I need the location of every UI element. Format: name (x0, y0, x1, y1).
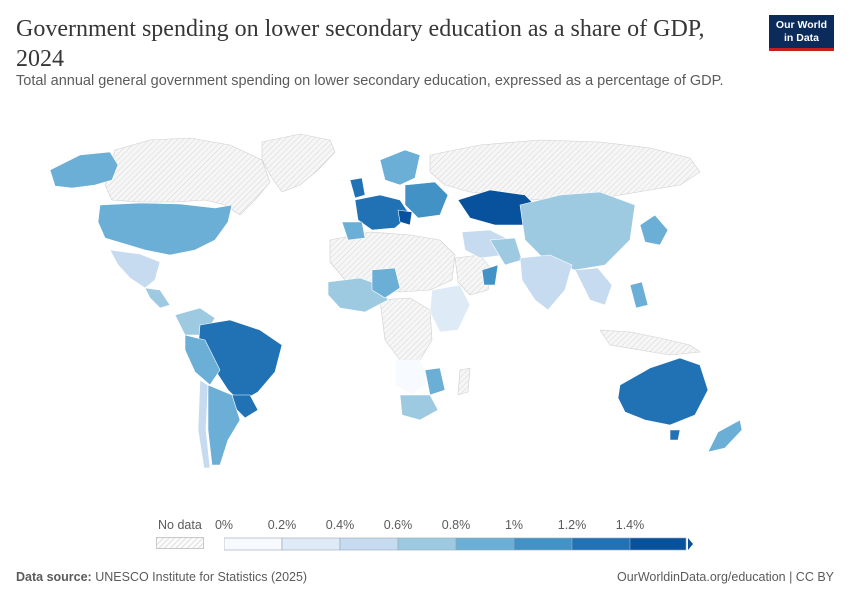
legend-color-bar[interactable] (224, 537, 694, 551)
region-canada[interactable] (104, 137, 271, 216)
region-china[interactable] (519, 191, 636, 271)
region-united-states[interactable] (97, 202, 233, 256)
legend-tick-label: 0% (214, 518, 234, 532)
region-iberia[interactable] (341, 221, 366, 241)
legend-bin[interactable] (281, 537, 341, 551)
footer-source-label: Data source: (16, 570, 92, 584)
region-argentina[interactable] (207, 384, 241, 466)
legend-bin[interactable] (455, 537, 515, 551)
region-mali-chad[interactable] (371, 267, 401, 299)
legend-tick-label: 1.4% (615, 518, 645, 532)
legend-no-data-swatch[interactable] (156, 537, 204, 549)
legend-tick-label: 0.6% (383, 518, 413, 532)
legend-bin[interactable] (397, 537, 457, 551)
chart-subtitle: Total annual general government spending… (16, 73, 724, 89)
legend-bin[interactable] (571, 537, 631, 551)
legend-arrow (688, 538, 693, 550)
legend-tick-label: 0.8% (441, 518, 471, 532)
region-north-africa[interactable] (329, 231, 456, 293)
region-greenland[interactable] (261, 133, 336, 193)
region-southeast-asia[interactable] (574, 267, 613, 306)
logo-line-2: in Data (783, 32, 819, 44)
legend-bin[interactable] (224, 537, 283, 551)
region-southern-central-africa[interactable] (394, 359, 431, 396)
region-tasmania[interactable] (669, 429, 681, 441)
region-mexico[interactable] (109, 249, 161, 289)
region-east-africa[interactable] (429, 284, 471, 333)
region-new-zealand[interactable] (707, 419, 743, 453)
footer-source: Data source: UNESCO Institute for Statis… (16, 570, 307, 584)
region-mozambique[interactable] (424, 367, 446, 396)
region-madagascar[interactable] (457, 367, 471, 396)
region-indonesia[interactable] (599, 329, 701, 356)
legend-tick-label: 1% (504, 518, 524, 532)
legend-no-data-label: No data (158, 518, 202, 532)
region-philippines[interactable] (629, 281, 649, 309)
region-scandinavia[interactable] (379, 149, 421, 186)
region-japan-korea[interactable] (639, 214, 669, 246)
region-india[interactable] (519, 254, 573, 311)
world-map[interactable] (0, 105, 850, 505)
region-central-america[interactable] (144, 287, 171, 309)
region-peru-bolivia[interactable] (184, 334, 221, 386)
region-central-africa[interactable] (379, 297, 433, 361)
region-russia[interactable] (429, 139, 701, 201)
region-balkans[interactable] (397, 209, 413, 226)
legend-bin[interactable] (339, 537, 399, 551)
legend-tick-label: 1.2% (557, 518, 587, 532)
legend-bin[interactable] (629, 537, 687, 551)
legend-tick-label: 0.2% (267, 518, 297, 532)
region-uk[interactable] (349, 177, 366, 199)
region-chile[interactable] (197, 379, 211, 469)
logo-line-1: Our World (775, 19, 828, 31)
owid-logo[interactable]: Our World in Data (769, 15, 834, 51)
region-oman[interactable] (481, 264, 499, 286)
legend-tick-label: 0.4% (325, 518, 355, 532)
footer-attribution[interactable]: OurWorldinData.org/education | CC BY (616, 570, 834, 584)
legend-bin[interactable] (513, 537, 573, 551)
chart-title: Government spending on lower secondary e… (16, 16, 705, 72)
region-alaska[interactable] (49, 151, 119, 189)
region-eastern-europe[interactable] (404, 181, 449, 219)
region-australia[interactable] (617, 357, 709, 426)
footer-source-text[interactable]: UNESCO Institute for Statistics (2025) (95, 570, 308, 584)
region-south-africa[interactable] (399, 394, 439, 421)
